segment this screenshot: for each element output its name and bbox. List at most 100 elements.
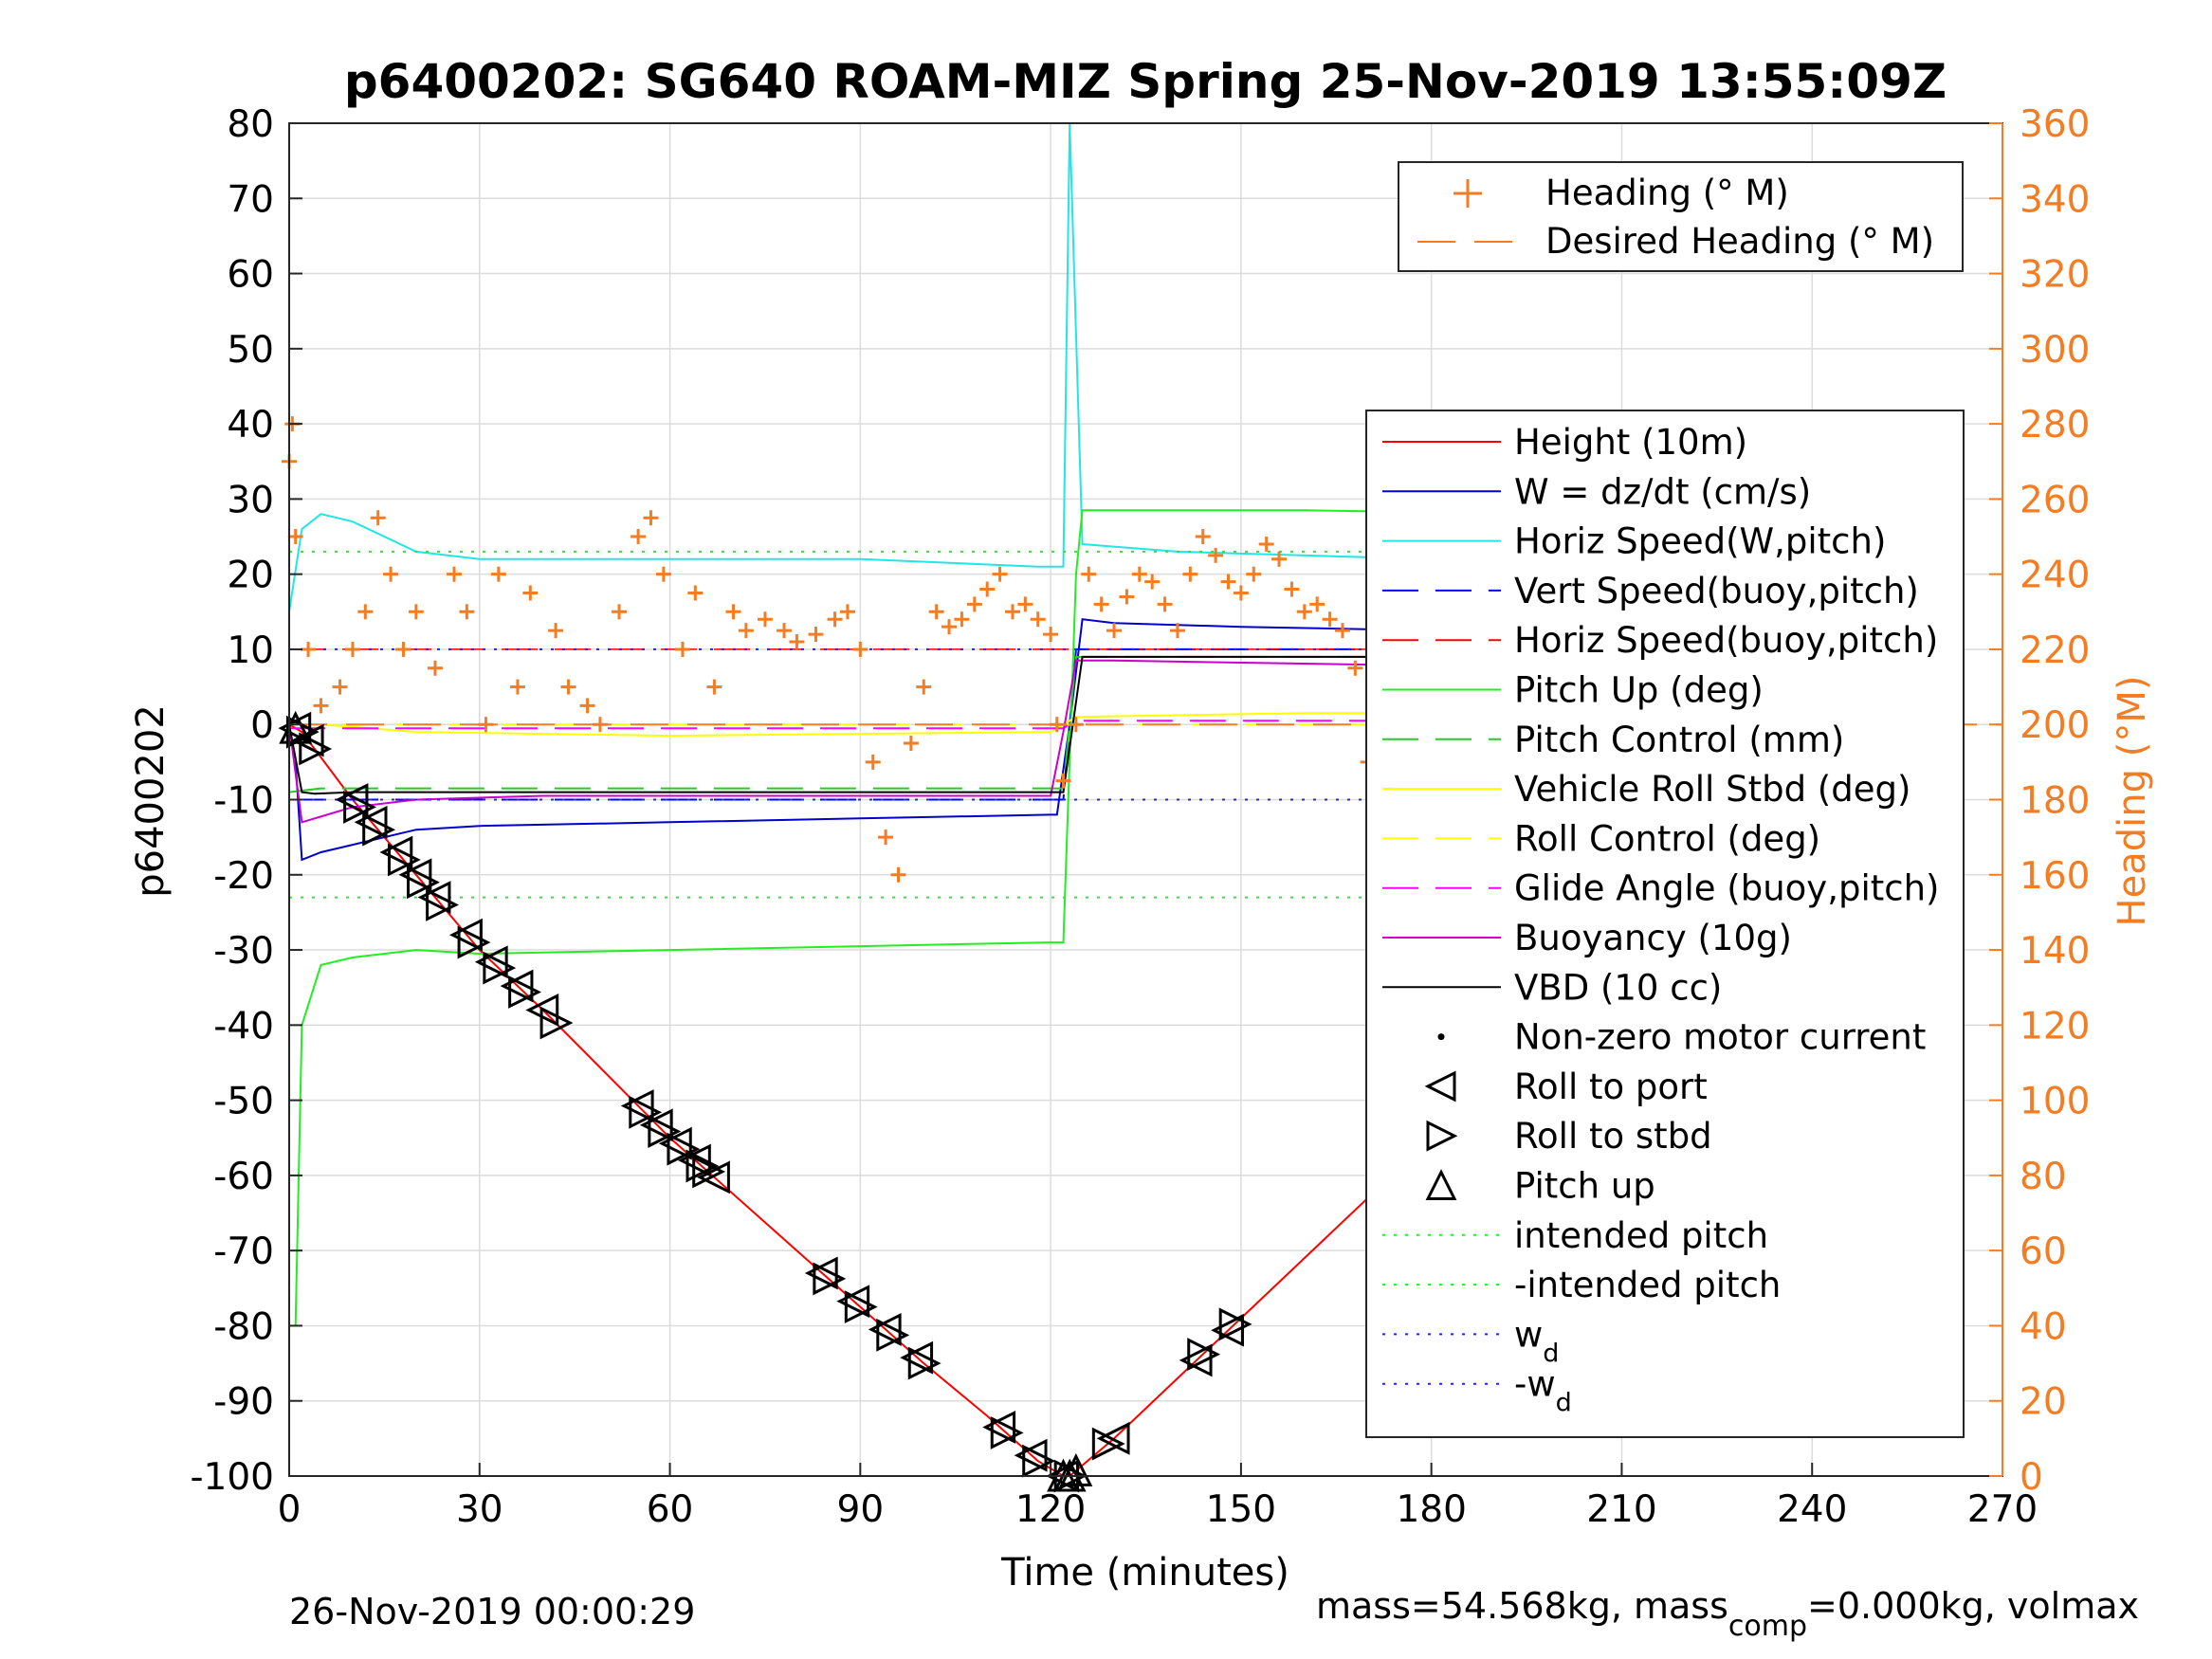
roll-to-port-marker <box>836 1285 870 1319</box>
x-tick-label: 0 <box>278 1488 302 1531</box>
heading-point <box>1081 566 1097 582</box>
roll-to-port-marker <box>290 723 324 757</box>
heading-point <box>612 604 628 620</box>
y-tick-label: -70 <box>213 1231 274 1273</box>
y-tick-label: -50 <box>213 1081 274 1123</box>
roll-to-port-marker <box>525 994 559 1027</box>
y-right-tick-label: 180 <box>2020 780 2090 823</box>
heading-point <box>447 566 463 582</box>
heading-point <box>878 830 894 846</box>
heading-point <box>592 717 608 733</box>
heading-point <box>1017 596 1033 612</box>
heading-point <box>941 619 958 635</box>
heading-point <box>1322 611 1338 628</box>
heading-point <box>979 581 996 597</box>
chart-title: p6400202: SG640 ROAM-MIZ Spring 25-Nov-2… <box>344 54 1947 109</box>
heading-point <box>1049 717 1065 733</box>
y-tick-label: 0 <box>250 704 274 747</box>
legend-label: Vert Speed(buoy,pitch) <box>1514 571 1919 611</box>
y-right-tick-label: 60 <box>2020 1231 2067 1273</box>
heading-point <box>408 604 424 620</box>
y-axis-label: p6400202 <box>129 704 173 898</box>
y-axis-right-label: Heading (°M) <box>2111 676 2154 927</box>
y-right-tick-label: 240 <box>2020 555 2090 597</box>
legend-label: Buoyancy (10g) <box>1514 918 1792 958</box>
roll-to-port-marker <box>639 1108 673 1142</box>
roll-to-stbd-marker <box>343 791 376 824</box>
heading-point <box>301 641 317 657</box>
heading-point <box>890 866 906 883</box>
heading-point <box>395 641 411 657</box>
heading-point <box>1093 596 1109 612</box>
legend-label: Non-zero motor current <box>1514 1017 1926 1058</box>
heading-point <box>966 596 982 612</box>
legend-marker <box>1425 1169 1457 1200</box>
y-right-tick-label: 340 <box>2020 178 2090 221</box>
y-right-tick-label: 360 <box>2020 103 2090 146</box>
legend-entry: Roll to port <box>1424 1066 1708 1107</box>
y-right-tick-label: 120 <box>2020 1005 2090 1048</box>
heading-point <box>427 660 443 676</box>
roll-to-port-marker <box>335 783 369 816</box>
roll-to-port-marker <box>417 881 451 914</box>
roll-to-stbd-marker <box>686 1149 720 1183</box>
roll-to-port-marker <box>658 1126 692 1160</box>
legend-desired-heading-label: Desired Heading (° M) <box>1545 221 1934 262</box>
x-tick-label: 210 <box>1586 1488 1656 1531</box>
legend-entry: Horiz Speed(W,pitch) <box>1382 521 1886 562</box>
legend-label: Roll Control (deg) <box>1514 818 1820 859</box>
y-right-tick-label: 320 <box>2020 254 2090 297</box>
legend-entry: W = dz/dt (cm/s) <box>1382 471 1811 512</box>
legend-marker <box>1426 1120 1458 1152</box>
heading-point <box>1334 623 1350 639</box>
y-tick-label: 50 <box>227 329 274 372</box>
heading-point <box>916 679 932 695</box>
legend-entry: Roll to stbd <box>1426 1116 1712 1157</box>
legend-entry: intended pitch <box>1382 1215 1768 1256</box>
roll-to-stbd-marker <box>990 1415 1024 1449</box>
legend-entry: VBD (10 cc) <box>1382 967 1722 1008</box>
heading-point <box>478 717 494 733</box>
heading-point <box>1208 547 1224 563</box>
y-tick-label: -90 <box>213 1381 274 1424</box>
roll-to-stbd-marker <box>876 1318 910 1352</box>
footer-mass-part2: =0.000kg, volmax <box>1807 1585 2139 1627</box>
footer-timestamp: 26-Nov-2019 00:00:29 <box>289 1591 695 1632</box>
roll-to-stbd-marker <box>667 1132 701 1166</box>
heading-point <box>725 604 741 620</box>
y-right-tick-label: 20 <box>2020 1381 2067 1424</box>
y-right-tick-label: 40 <box>2020 1305 2067 1348</box>
heading-point <box>1169 623 1185 639</box>
footer-mass: mass=54.568kg, masscomp=0.000kg, volmax <box>1316 1585 2139 1643</box>
legend-entry: Pitch Control (mm) <box>1382 720 1844 760</box>
heading-point <box>643 510 659 526</box>
heading-point <box>1055 773 1071 789</box>
y-right-tick-label: 140 <box>2020 930 2090 973</box>
roll-to-stbd-marker <box>1022 1444 1056 1478</box>
legend-label: -intended pitch <box>1514 1265 1781 1305</box>
heading-point <box>579 698 595 714</box>
legend-entry: Roll Control (deg) <box>1382 818 1820 859</box>
heading-point <box>1043 627 1059 643</box>
legend-label: Pitch Up (deg) <box>1514 670 1764 711</box>
footer-mass-part1: mass=54.568kg, mass <box>1316 1585 1728 1627</box>
roll-to-stbd-marker <box>1091 1427 1125 1461</box>
heading-point <box>808 627 824 643</box>
roll-to-stbd-marker <box>387 843 421 877</box>
heading-point <box>687 585 704 601</box>
roll-to-stbd-marker <box>299 732 333 766</box>
x-tick-label: 120 <box>1015 1488 1086 1531</box>
roll-to-stbd-marker <box>844 1290 878 1324</box>
heading-point <box>560 679 576 695</box>
heading-point <box>490 566 506 582</box>
legend-marker <box>1424 1070 1456 1103</box>
x-tick-label: 270 <box>1967 1488 2038 1531</box>
roll-to-port-marker <box>620 1089 654 1122</box>
heading-point <box>1246 566 1262 582</box>
x-tick-label: 90 <box>837 1488 885 1531</box>
y-right-tick-label: 80 <box>2020 1156 2067 1198</box>
legend-entry: Vehicle Roll Stbd (deg) <box>1382 769 1910 810</box>
roll-to-stbd-marker <box>813 1262 847 1296</box>
heading-point <box>509 679 525 695</box>
